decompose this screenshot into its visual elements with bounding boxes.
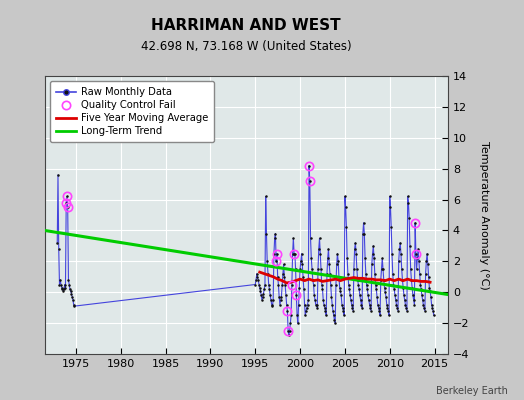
Legend: Raw Monthly Data, Quality Control Fail, Five Year Moving Average, Long-Term Tren: Raw Monthly Data, Quality Control Fail, … xyxy=(50,81,214,142)
Text: Berkeley Earth: Berkeley Earth xyxy=(436,386,508,396)
Text: 42.698 N, 73.168 W (United States): 42.698 N, 73.168 W (United States) xyxy=(141,40,352,53)
Y-axis label: Temperature Anomaly (°C): Temperature Anomaly (°C) xyxy=(479,141,489,289)
Text: HARRIMAN AND WEST: HARRIMAN AND WEST xyxy=(151,18,341,33)
